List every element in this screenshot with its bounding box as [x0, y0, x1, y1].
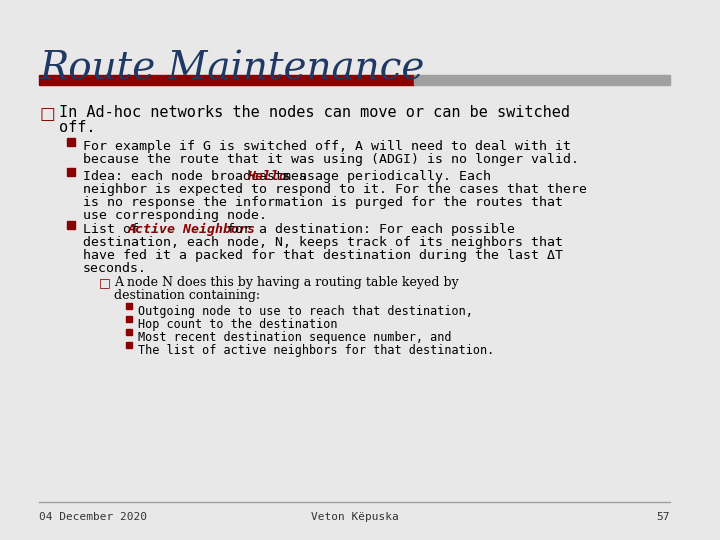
Bar: [413, 75, 670, 85]
Text: Hello: Hello: [247, 170, 287, 183]
Text: For example if G is switched off, A will need to deal with it: For example if G is switched off, A will…: [83, 140, 571, 153]
Text: The list of active neighbors for that destination.: The list of active neighbors for that de…: [138, 344, 494, 357]
Bar: [126, 303, 132, 309]
Text: destination containing:: destination containing:: [114, 289, 261, 302]
Bar: [126, 329, 132, 335]
Text: Route Maintenance: Route Maintenance: [40, 50, 425, 87]
Text: message periodically. Each: message periodically. Each: [275, 170, 491, 183]
Text: A node N does this by having a routing table keyed by: A node N does this by having a routing t…: [114, 276, 459, 289]
Text: Outgoing node to use to reach that destination,: Outgoing node to use to reach that desti…: [138, 305, 473, 318]
Text: Active Neighbors: Active Neighbors: [128, 223, 256, 236]
Text: use corresponding node.: use corresponding node.: [83, 209, 266, 222]
Text: 04 December 2020: 04 December 2020: [40, 512, 148, 522]
Text: □: □: [99, 276, 110, 289]
Text: Veton Këpuska: Veton Këpuska: [310, 512, 398, 522]
Text: is no response the information is purged for the routes that: is no response the information is purged…: [83, 196, 563, 209]
Bar: [67, 138, 75, 146]
Text: 57: 57: [656, 512, 670, 522]
Bar: [67, 221, 75, 229]
Text: Most recent destination sequence number, and: Most recent destination sequence number,…: [138, 331, 451, 344]
Text: destination, each node, N, keeps track of its neighbors that: destination, each node, N, keeps track o…: [83, 236, 563, 249]
Text: Idea: each node broadcasts a: Idea: each node broadcasts a: [83, 170, 315, 183]
Text: seconds.: seconds.: [83, 262, 147, 275]
Text: In Ad-hoc networks the nodes can move or can be switched: In Ad-hoc networks the nodes can move or…: [59, 105, 570, 120]
Text: off.: off.: [59, 120, 96, 135]
Bar: [126, 316, 132, 322]
Text: List of: List of: [83, 223, 147, 236]
Bar: [126, 342, 132, 348]
Text: Hop count to the destination: Hop count to the destination: [138, 318, 338, 331]
Bar: [67, 168, 75, 176]
Text: for a destination: For each possible: for a destination: For each possible: [219, 223, 515, 236]
Text: because the route that it was using (ADGI) is no longer valid.: because the route that it was using (ADG…: [83, 153, 579, 166]
Bar: [40, 75, 413, 85]
Text: have fed it a packed for that destination during the last ΔT: have fed it a packed for that destinatio…: [83, 249, 563, 262]
Text: □: □: [40, 105, 55, 123]
Text: neighbor is expected to respond to it. For the cases that there: neighbor is expected to respond to it. F…: [83, 183, 587, 196]
